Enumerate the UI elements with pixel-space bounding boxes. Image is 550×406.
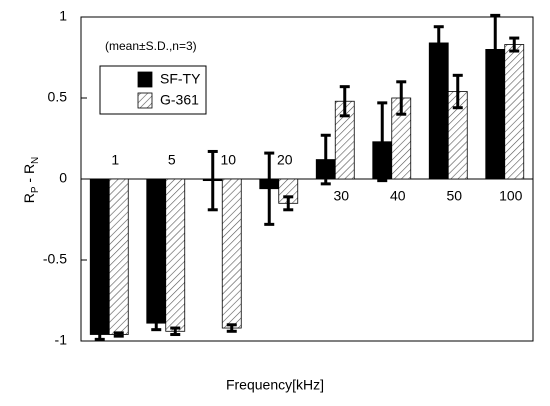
x-tick-label: 100 [499,188,523,204]
bar [165,178,186,332]
legend-box [99,65,207,115]
x-tick-label: 20 [277,152,293,168]
y-tick-label: -0.5 [43,251,67,267]
x-tick-label: 10 [220,152,236,168]
bar [504,44,525,180]
legend-label: G-361 [160,92,199,108]
bar [428,42,449,180]
bar [221,178,242,329]
annotation: (mean±S.D.,n=3) [105,39,197,53]
y-label-subscript: N [30,157,41,164]
x-tick-label: 50 [446,188,462,204]
bar [89,178,110,335]
y-axis-label: RP - RN [21,157,41,204]
bar [108,178,129,335]
y-tick-label: 0 [59,170,67,186]
y-label-part: - R [21,164,37,187]
legend-swatch [137,92,153,109]
x-tick-label: 30 [333,188,349,204]
y-tick-label: 1 [59,8,67,24]
y-tick-label: -1 [55,332,68,348]
y-label-subscript: P [30,186,41,193]
legend-label: SF-TY [160,71,201,87]
y-label-part: R [21,193,37,203]
x-tick-label: 1 [111,152,119,168]
legend-swatch [137,71,153,88]
bar [146,178,167,324]
x-tick-label: 40 [390,188,406,204]
x-axis-label: Frequency[kHz] [226,377,324,393]
x-tick-label: 5 [168,152,176,168]
y-tick-label: 0.5 [48,89,68,105]
